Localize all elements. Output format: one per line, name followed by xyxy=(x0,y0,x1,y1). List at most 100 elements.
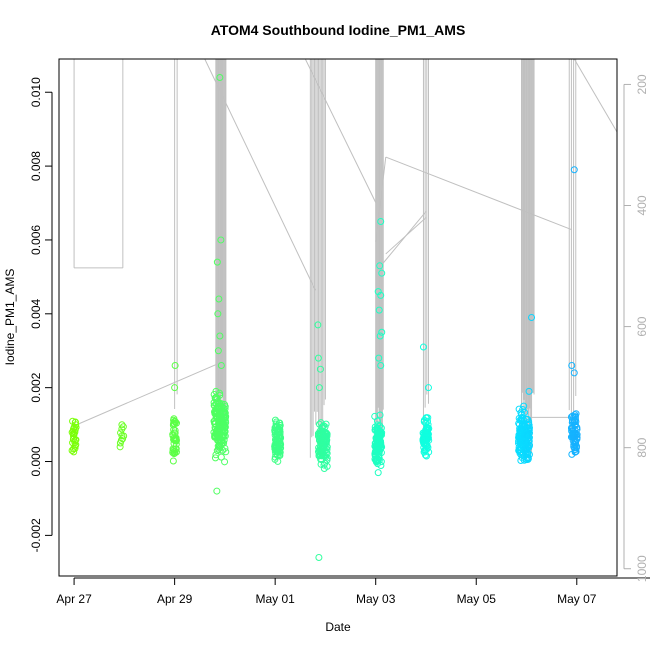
data-point xyxy=(271,455,279,463)
data-point xyxy=(214,347,222,355)
data-point xyxy=(520,437,528,445)
data-point xyxy=(276,452,284,460)
data-point xyxy=(221,424,229,432)
data-point xyxy=(425,448,433,456)
data-point xyxy=(70,435,78,443)
data-point xyxy=(528,314,536,321)
data-point xyxy=(69,427,77,435)
data-point xyxy=(213,394,221,402)
line-segment xyxy=(73,362,221,427)
data-point xyxy=(573,433,581,441)
data-point xyxy=(171,418,179,426)
data-point xyxy=(571,411,579,419)
data-point xyxy=(212,405,220,413)
data-point xyxy=(372,456,380,464)
plot-frame xyxy=(58,58,618,577)
y-tick-label: 0.004 xyxy=(29,298,43,328)
x-tick-label: May 01 xyxy=(255,592,295,606)
data-point xyxy=(170,429,178,437)
y-tick-label: 0.010 xyxy=(29,77,43,107)
data-point xyxy=(573,425,581,433)
line-segment xyxy=(375,211,427,273)
x-tick-label: Apr 27 xyxy=(56,592,92,606)
data-point xyxy=(116,443,124,451)
data-point xyxy=(213,447,221,455)
data-point xyxy=(215,295,223,303)
data-point xyxy=(210,417,218,425)
data-point xyxy=(572,437,580,445)
data-point xyxy=(220,439,228,447)
data-point xyxy=(169,457,177,465)
data-point xyxy=(373,417,381,425)
data-point xyxy=(378,328,386,336)
data-point xyxy=(315,554,323,562)
scatter-points xyxy=(68,73,581,562)
data-point xyxy=(378,269,386,277)
data-point xyxy=(316,365,324,373)
data-point xyxy=(215,416,223,424)
data-point xyxy=(221,423,229,431)
data-point xyxy=(375,354,383,362)
data-point xyxy=(314,354,322,362)
data-point xyxy=(118,421,126,429)
data-point xyxy=(317,419,325,427)
data-point xyxy=(217,438,225,446)
data-point xyxy=(376,262,384,270)
data-point xyxy=(273,423,281,431)
data-point xyxy=(525,387,533,395)
data-point xyxy=(424,384,432,392)
data-point xyxy=(518,414,526,422)
y2-tick-label: 800 xyxy=(635,437,649,457)
data-point xyxy=(214,310,222,318)
x-axis-label: Date xyxy=(325,620,351,634)
data-point xyxy=(216,403,224,411)
line-series xyxy=(73,59,617,458)
data-point xyxy=(570,441,578,449)
data-point xyxy=(424,434,432,442)
y-tick-label: -0.002 xyxy=(29,518,43,552)
data-point xyxy=(376,437,384,445)
line-segment xyxy=(573,59,617,133)
data-point xyxy=(276,441,284,449)
data-point xyxy=(272,442,280,450)
x-tick-label: May 07 xyxy=(557,592,597,606)
data-point xyxy=(72,421,80,429)
data-point xyxy=(523,431,531,439)
data-point xyxy=(116,439,124,447)
data-point xyxy=(171,362,179,370)
data-point xyxy=(69,445,77,453)
x-tick-label: May 03 xyxy=(356,592,396,606)
y-axis-right: 200 400 600 800 1000 xyxy=(623,74,649,582)
data-point xyxy=(68,447,76,455)
data-point xyxy=(71,418,79,426)
data-point xyxy=(422,433,430,441)
data-point xyxy=(319,436,327,444)
data-point xyxy=(319,451,327,459)
data-point xyxy=(276,428,284,436)
data-point xyxy=(571,448,579,456)
data-point xyxy=(519,406,527,414)
data-point xyxy=(515,447,523,455)
chart-title: ATOM4 Southbound Iodine_PM1_AMS xyxy=(211,22,466,38)
y-axis-label: Iodine_PM1_AMS xyxy=(3,269,17,366)
data-point xyxy=(523,415,531,423)
data-point xyxy=(221,458,229,466)
data-point xyxy=(375,306,383,314)
data-point xyxy=(213,431,221,439)
line-segment xyxy=(385,217,427,255)
y2-tick-label: 1000 xyxy=(635,555,649,582)
data-point xyxy=(568,362,576,370)
data-point xyxy=(216,73,224,81)
y2-tick-label: 400 xyxy=(635,195,649,215)
data-point xyxy=(315,384,323,392)
y-axis-left: -0.002 0.000 0.002 0.004 0.006 0.008 0.010 xyxy=(29,77,53,552)
data-point xyxy=(377,362,385,370)
data-point xyxy=(519,439,527,447)
data-point xyxy=(212,408,220,416)
data-point xyxy=(517,456,525,464)
data-point xyxy=(515,405,523,413)
y-tick-label: 0.002 xyxy=(29,372,43,402)
data-point xyxy=(320,461,328,469)
data-point xyxy=(524,449,532,457)
